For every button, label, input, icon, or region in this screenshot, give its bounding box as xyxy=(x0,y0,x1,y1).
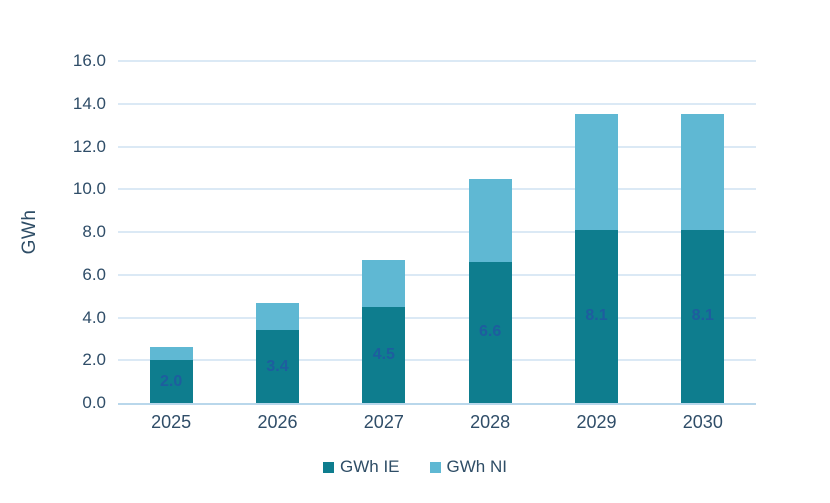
y-tick-label: 6.0 xyxy=(82,264,106,284)
x-tick-label: 2025 xyxy=(151,412,192,432)
bar-value-label: 8.1 xyxy=(691,307,714,325)
bar-segment-gwh-ie: 2.0 xyxy=(149,360,193,403)
bar-segment-gwh-ni xyxy=(468,178,512,262)
gridline xyxy=(118,145,756,148)
x-axis: 2025 2026 2027 2028 2029 2030 xyxy=(118,412,756,433)
stacked-bar-2028: 6.6 xyxy=(468,178,512,403)
bar-value-label: 6.6 xyxy=(479,323,502,341)
bar-segment-gwh-ni xyxy=(362,259,406,307)
stacked-bar-2025: 2.0 xyxy=(149,347,193,403)
y-tick-label: 4.0 xyxy=(82,307,106,327)
stacked-bar-2029: 8.1 xyxy=(574,114,618,403)
bar-slot: 4.5 xyxy=(331,61,437,403)
bar-segment-gwh-ie: 8.1 xyxy=(681,229,725,403)
x-tick-label: 2027 xyxy=(363,412,404,432)
bar-segment-gwh-ie: 6.6 xyxy=(468,261,512,403)
bar-segment-gwh-ie: 3.4 xyxy=(255,330,299,403)
x-tick-label: 2028 xyxy=(470,412,511,432)
bar-segment-gwh-ni xyxy=(574,114,618,230)
bar-segment-gwh-ie: 4.5 xyxy=(362,306,406,403)
y-tick-label: 16.0 xyxy=(72,51,106,70)
legend-item: GWh IE xyxy=(323,457,400,477)
bars-container: 2.0 3.4 4.5 6.6 8.1 8.1 xyxy=(118,61,756,403)
bar-value-label: 4.5 xyxy=(372,345,395,363)
plot-area: 2.0 3.4 4.5 6.6 8.1 8.1 xyxy=(118,60,756,405)
legend-label: GWh IE xyxy=(340,457,400,476)
bar-slot: 3.4 xyxy=(224,61,330,403)
gridline xyxy=(118,316,756,319)
legend: GWh IE GWh NI xyxy=(0,457,830,477)
bar-segment-gwh-ni xyxy=(255,302,299,331)
bar-slot: 8.1 xyxy=(543,61,649,403)
bar-value-label: 3.4 xyxy=(266,357,289,375)
bar-slot: 6.6 xyxy=(437,61,543,403)
y-tick-label: 0.0 xyxy=(82,393,106,412)
gridline xyxy=(118,231,756,233)
y-tick-label: 14.0 xyxy=(72,93,106,113)
stacked-bar-2030: 8.1 xyxy=(681,114,725,403)
x-tick-label: 2030 xyxy=(682,412,723,432)
x-tick-label: 2026 xyxy=(257,412,298,432)
legend-swatch xyxy=(429,461,441,473)
gridline xyxy=(118,188,756,191)
legend-item: GWh NI xyxy=(429,457,507,477)
x-tick-label: 2029 xyxy=(576,412,617,432)
bar-slot: 2.0 xyxy=(118,61,224,403)
bar-segment-gwh-ie: 8.1 xyxy=(574,229,618,403)
gridline xyxy=(118,60,756,62)
gridline xyxy=(118,273,756,276)
bar-segment-gwh-ni xyxy=(149,347,193,361)
gridline xyxy=(118,102,756,105)
y-tick-label: 12.0 xyxy=(72,136,106,156)
stacked-bar-2026: 3.4 xyxy=(255,302,299,403)
legend-label: GWh NI xyxy=(446,457,507,476)
bar-value-label: 2.0 xyxy=(160,372,183,390)
y-axis-title: GWh xyxy=(19,209,40,255)
legend-swatch xyxy=(323,461,335,473)
y-tick-label: 8.0 xyxy=(82,222,106,241)
stacked-bar-2027: 4.5 xyxy=(362,259,406,403)
y-tick-label: 2.0 xyxy=(82,350,106,370)
y-axis: 16.0 14.0 12.0 10.0 8.0 6.0 4.0 2.0 0.0 xyxy=(48,51,106,412)
gridline xyxy=(118,359,756,362)
bar-slot: 8.1 xyxy=(650,61,756,403)
bar-segment-gwh-ni xyxy=(681,114,725,230)
bar-value-label: 8.1 xyxy=(585,307,608,325)
y-tick-label: 10.0 xyxy=(72,179,106,199)
